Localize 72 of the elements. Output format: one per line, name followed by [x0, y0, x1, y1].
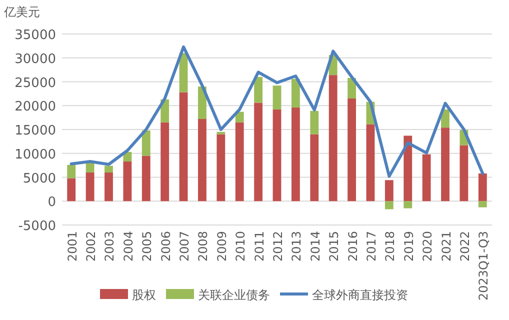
bar — [160, 122, 170, 202]
bar — [310, 110, 319, 134]
y-tick-label: 35000 — [14, 28, 56, 43]
bar — [86, 172, 94, 202]
bar — [179, 92, 188, 202]
bar — [404, 201, 412, 208]
x-tick-label: 2006 — [158, 231, 173, 262]
bar — [328, 75, 338, 202]
x-tick-label: 2021 — [439, 231, 454, 262]
bar — [104, 166, 113, 172]
bar — [460, 145, 468, 202]
bar — [272, 109, 282, 202]
bar — [123, 161, 132, 202]
bar — [104, 172, 113, 202]
bar — [235, 122, 244, 202]
bar — [478, 173, 487, 202]
legend-label: 关联企业债务 — [198, 288, 270, 302]
x-tick-label: 2004 — [121, 231, 136, 262]
bar — [478, 201, 487, 208]
x-tick-label: 2008 — [196, 231, 210, 262]
x-tick-label: 2022 — [458, 231, 472, 262]
y-axis-title: 亿美元 — [3, 5, 40, 19]
bar — [198, 118, 206, 202]
bar — [272, 86, 282, 110]
x-tick-label: 2009 — [214, 231, 229, 262]
legend-label: 全球外商直接投资 — [312, 288, 408, 302]
y-tick-label: 0 — [48, 195, 56, 210]
x-tick-label: 2012 — [271, 231, 285, 262]
bar — [422, 154, 431, 202]
x-tick-label: 2010 — [234, 231, 248, 262]
bar — [384, 201, 394, 210]
bar — [441, 128, 450, 202]
y-tick-label: 5000 — [22, 171, 56, 186]
bar — [86, 162, 94, 172]
bar — [142, 130, 150, 156]
y-tick-label: -5000 — [18, 219, 56, 234]
x-tick-label: 2013 — [290, 231, 304, 262]
x-tick-label: 2020 — [420, 231, 435, 262]
legend-label: 股权 — [132, 288, 156, 302]
bar — [216, 134, 226, 202]
bar — [291, 78, 300, 108]
x-tick-label: 2003 — [102, 231, 117, 262]
y-tick-label: 25000 — [14, 76, 56, 91]
bar — [404, 136, 412, 202]
bar — [67, 178, 76, 202]
y-tick-label: 20000 — [14, 100, 56, 115]
y-tick-label: 15000 — [14, 124, 56, 138]
x-tick-label: 2018 — [383, 231, 398, 262]
x-tick-label: 2019 — [402, 231, 416, 262]
x-tick-label: 2001 — [65, 231, 80, 262]
bar — [384, 180, 394, 202]
x-tick-label: 2017 — [364, 231, 378, 262]
x-tick-label: 2011 — [252, 231, 266, 262]
y-tick-label: 30000 — [14, 52, 56, 67]
x-tick-label: 2016 — [346, 231, 360, 262]
bar — [310, 134, 319, 202]
bar — [67, 164, 76, 178]
bar — [142, 156, 150, 202]
bar — [254, 76, 263, 103]
bar — [348, 98, 356, 202]
bar — [254, 102, 263, 202]
x-tick-label: 2015 — [327, 231, 342, 262]
x-tick-label: 2005 — [140, 231, 154, 262]
x-tick-label: 2023Q1-Q3 — [476, 231, 491, 300]
bar — [235, 112, 244, 122]
bar — [216, 132, 226, 134]
y-tick-label: 10000 — [14, 147, 56, 162]
x-tick-label: 2007 — [178, 231, 192, 262]
bar — [291, 108, 300, 202]
x-tick-label: 2002 — [84, 231, 98, 262]
bar — [366, 124, 375, 202]
x-tick-label: 2014 — [308, 231, 322, 262]
